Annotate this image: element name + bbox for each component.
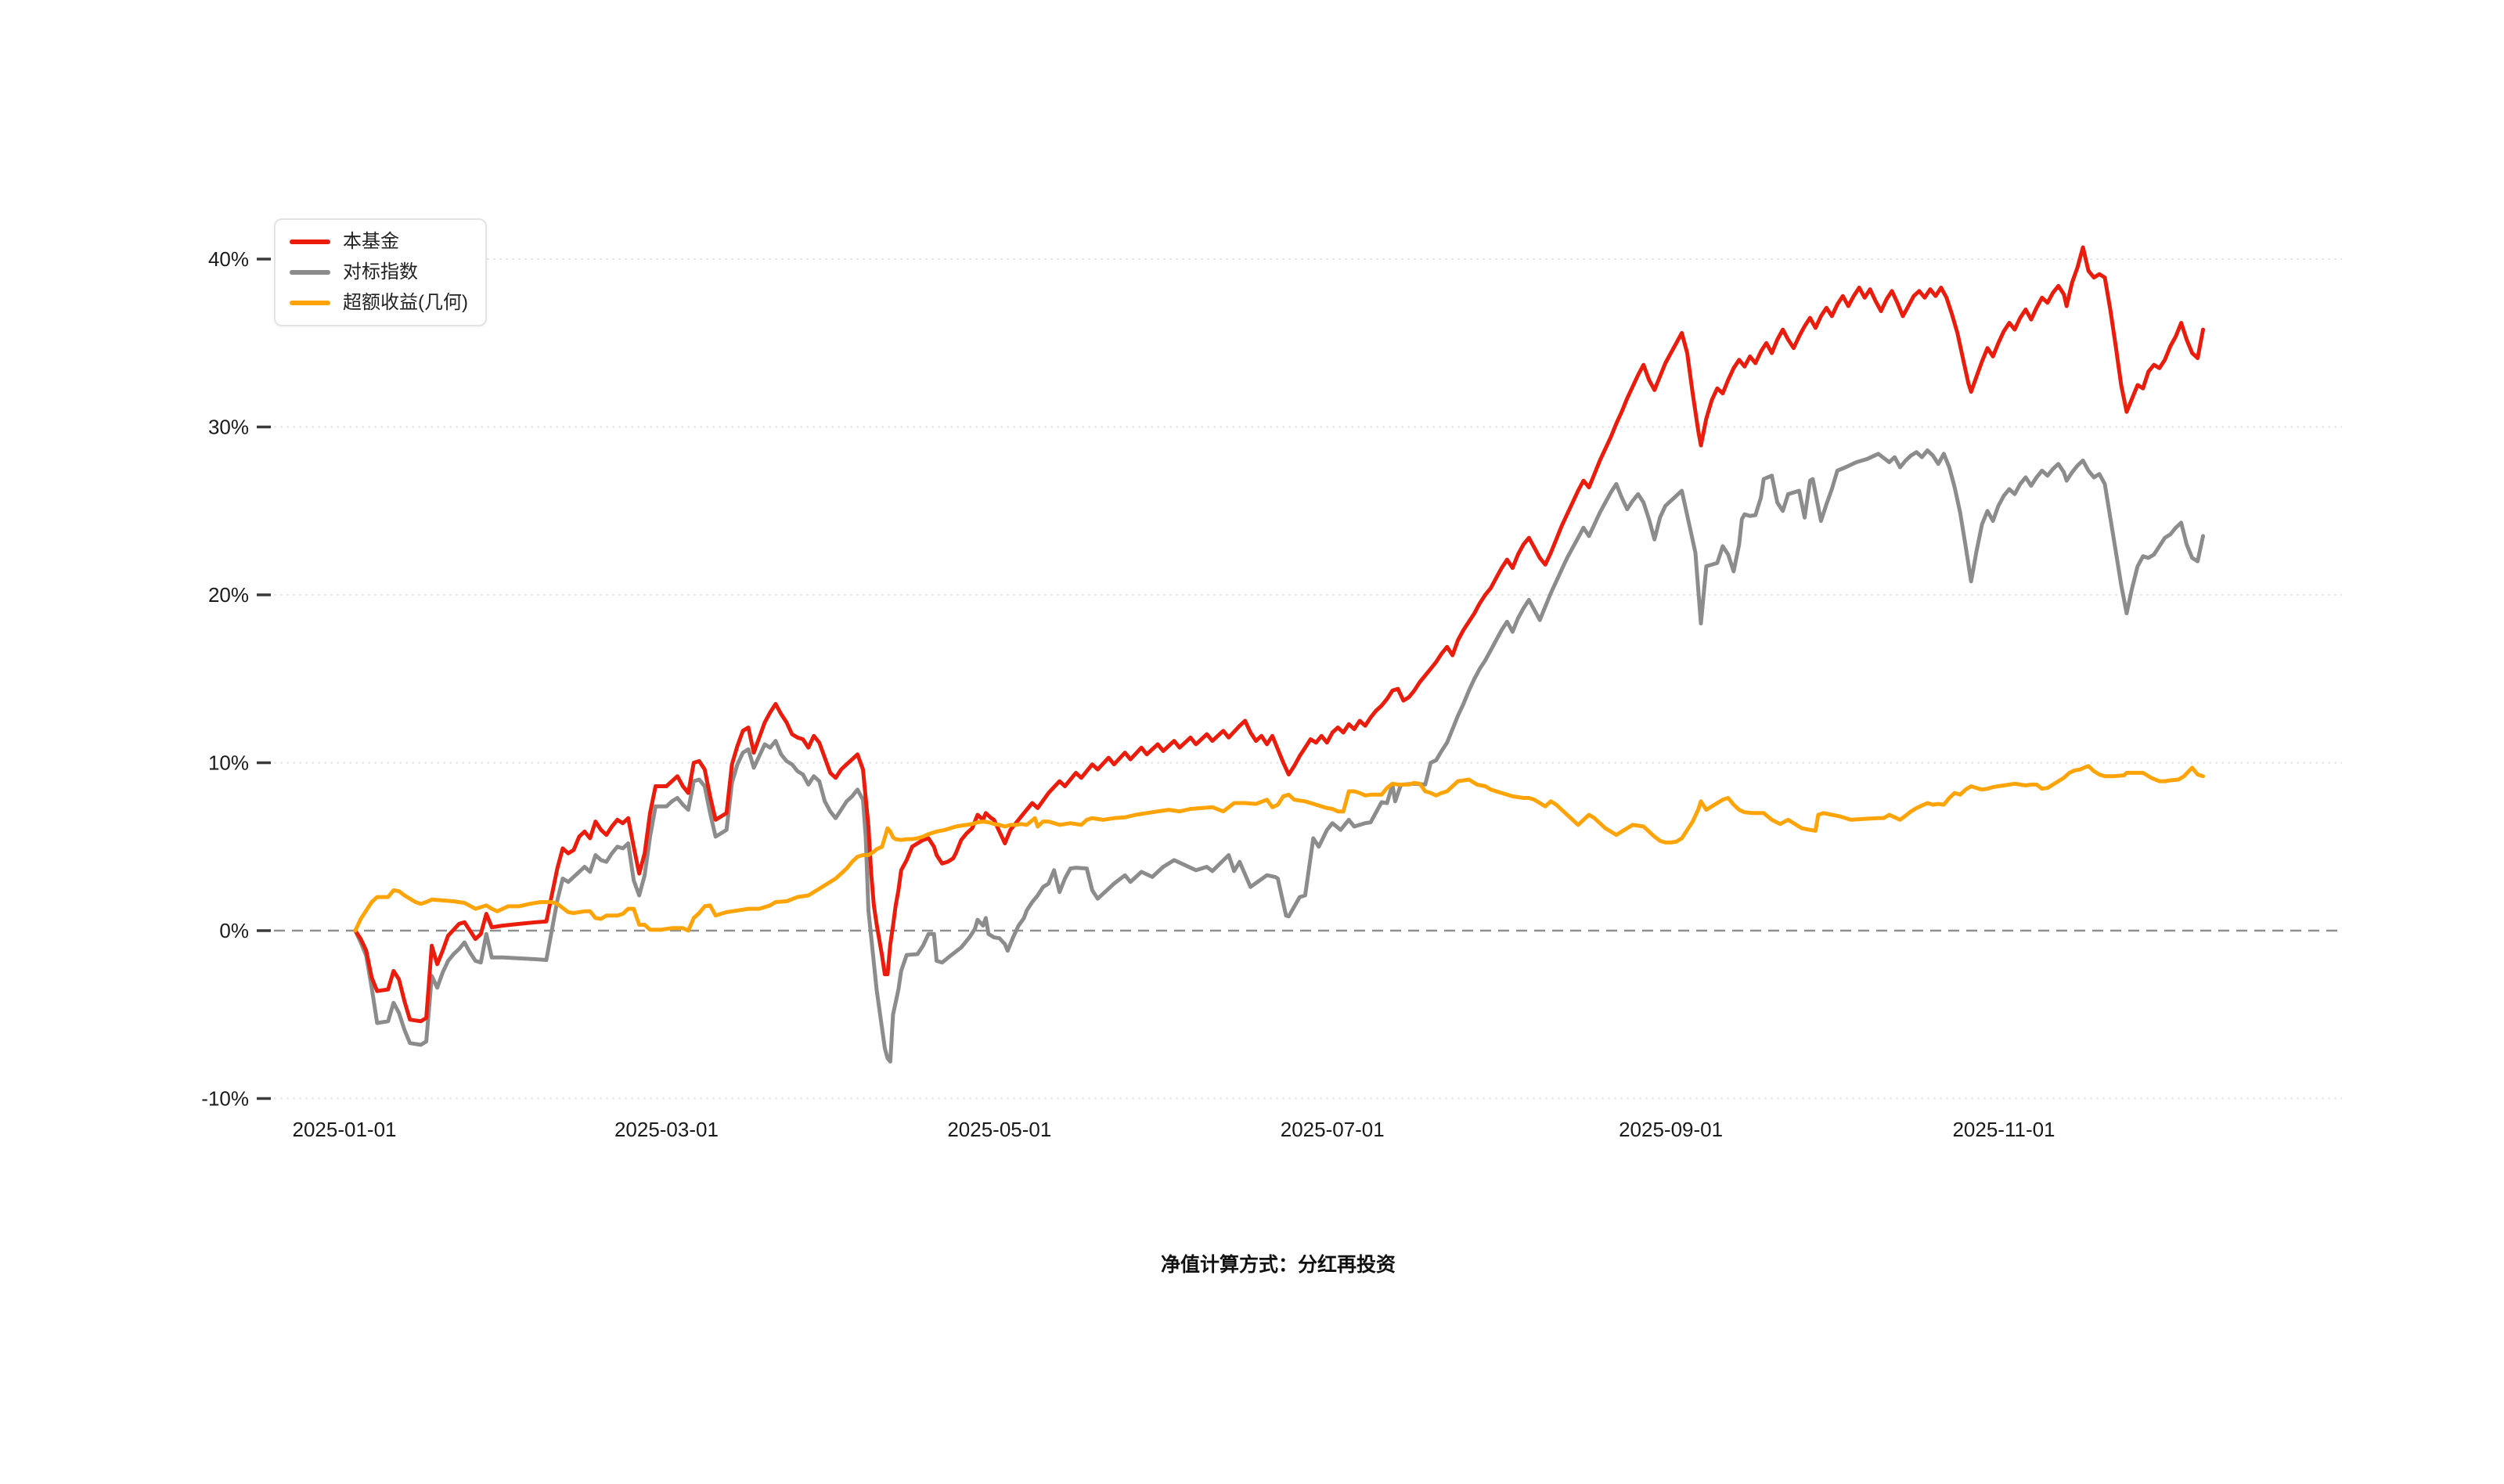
y-tick-label: 0%: [219, 919, 249, 942]
fund-line-swatch: [290, 240, 330, 244]
legend-item-fund[interactable]: 本基金: [290, 231, 471, 253]
excess-line-swatch: [290, 301, 330, 305]
x-tick-label: 2025-11-01: [1952, 1118, 2055, 1141]
y-tick-label: -10%: [201, 1087, 249, 1111]
x-tick-label: 2025-07-01: [1281, 1118, 1385, 1141]
fund-line: [353, 245, 2205, 1024]
chart-legend: 本基金 对标指数 超额收益(几何): [274, 218, 487, 326]
y-tick-label: 40%: [208, 247, 249, 271]
x-tick-label: 2025-03-01: [614, 1118, 719, 1141]
y-tick-label: 30%: [208, 416, 249, 439]
y-tick-label: 10%: [208, 751, 249, 775]
legend-label-fund: 本基金: [343, 231, 399, 252]
excess-return-line: [353, 764, 2205, 933]
legend-label-excess: 超额收益(几何): [343, 292, 468, 313]
x-tick-label: 2025-01-01: [293, 1118, 397, 1141]
x-tick-label: 2025-09-01: [1619, 1118, 1723, 1141]
y-tick-label: 20%: [208, 583, 249, 607]
benchmark-index-line: [353, 448, 2205, 1064]
legend-item-benchmark[interactable]: 对标指数: [290, 261, 471, 283]
legend-label-benchmark: 对标指数: [343, 261, 418, 283]
nav-calculation-note: 净值计算方式：分红再投资: [1160, 1254, 1396, 1276]
benchmark-line-swatch: [290, 270, 330, 275]
legend-item-excess[interactable]: 超额收益(几何): [290, 292, 471, 314]
x-tick-label: 2025-05-01: [947, 1118, 1051, 1141]
